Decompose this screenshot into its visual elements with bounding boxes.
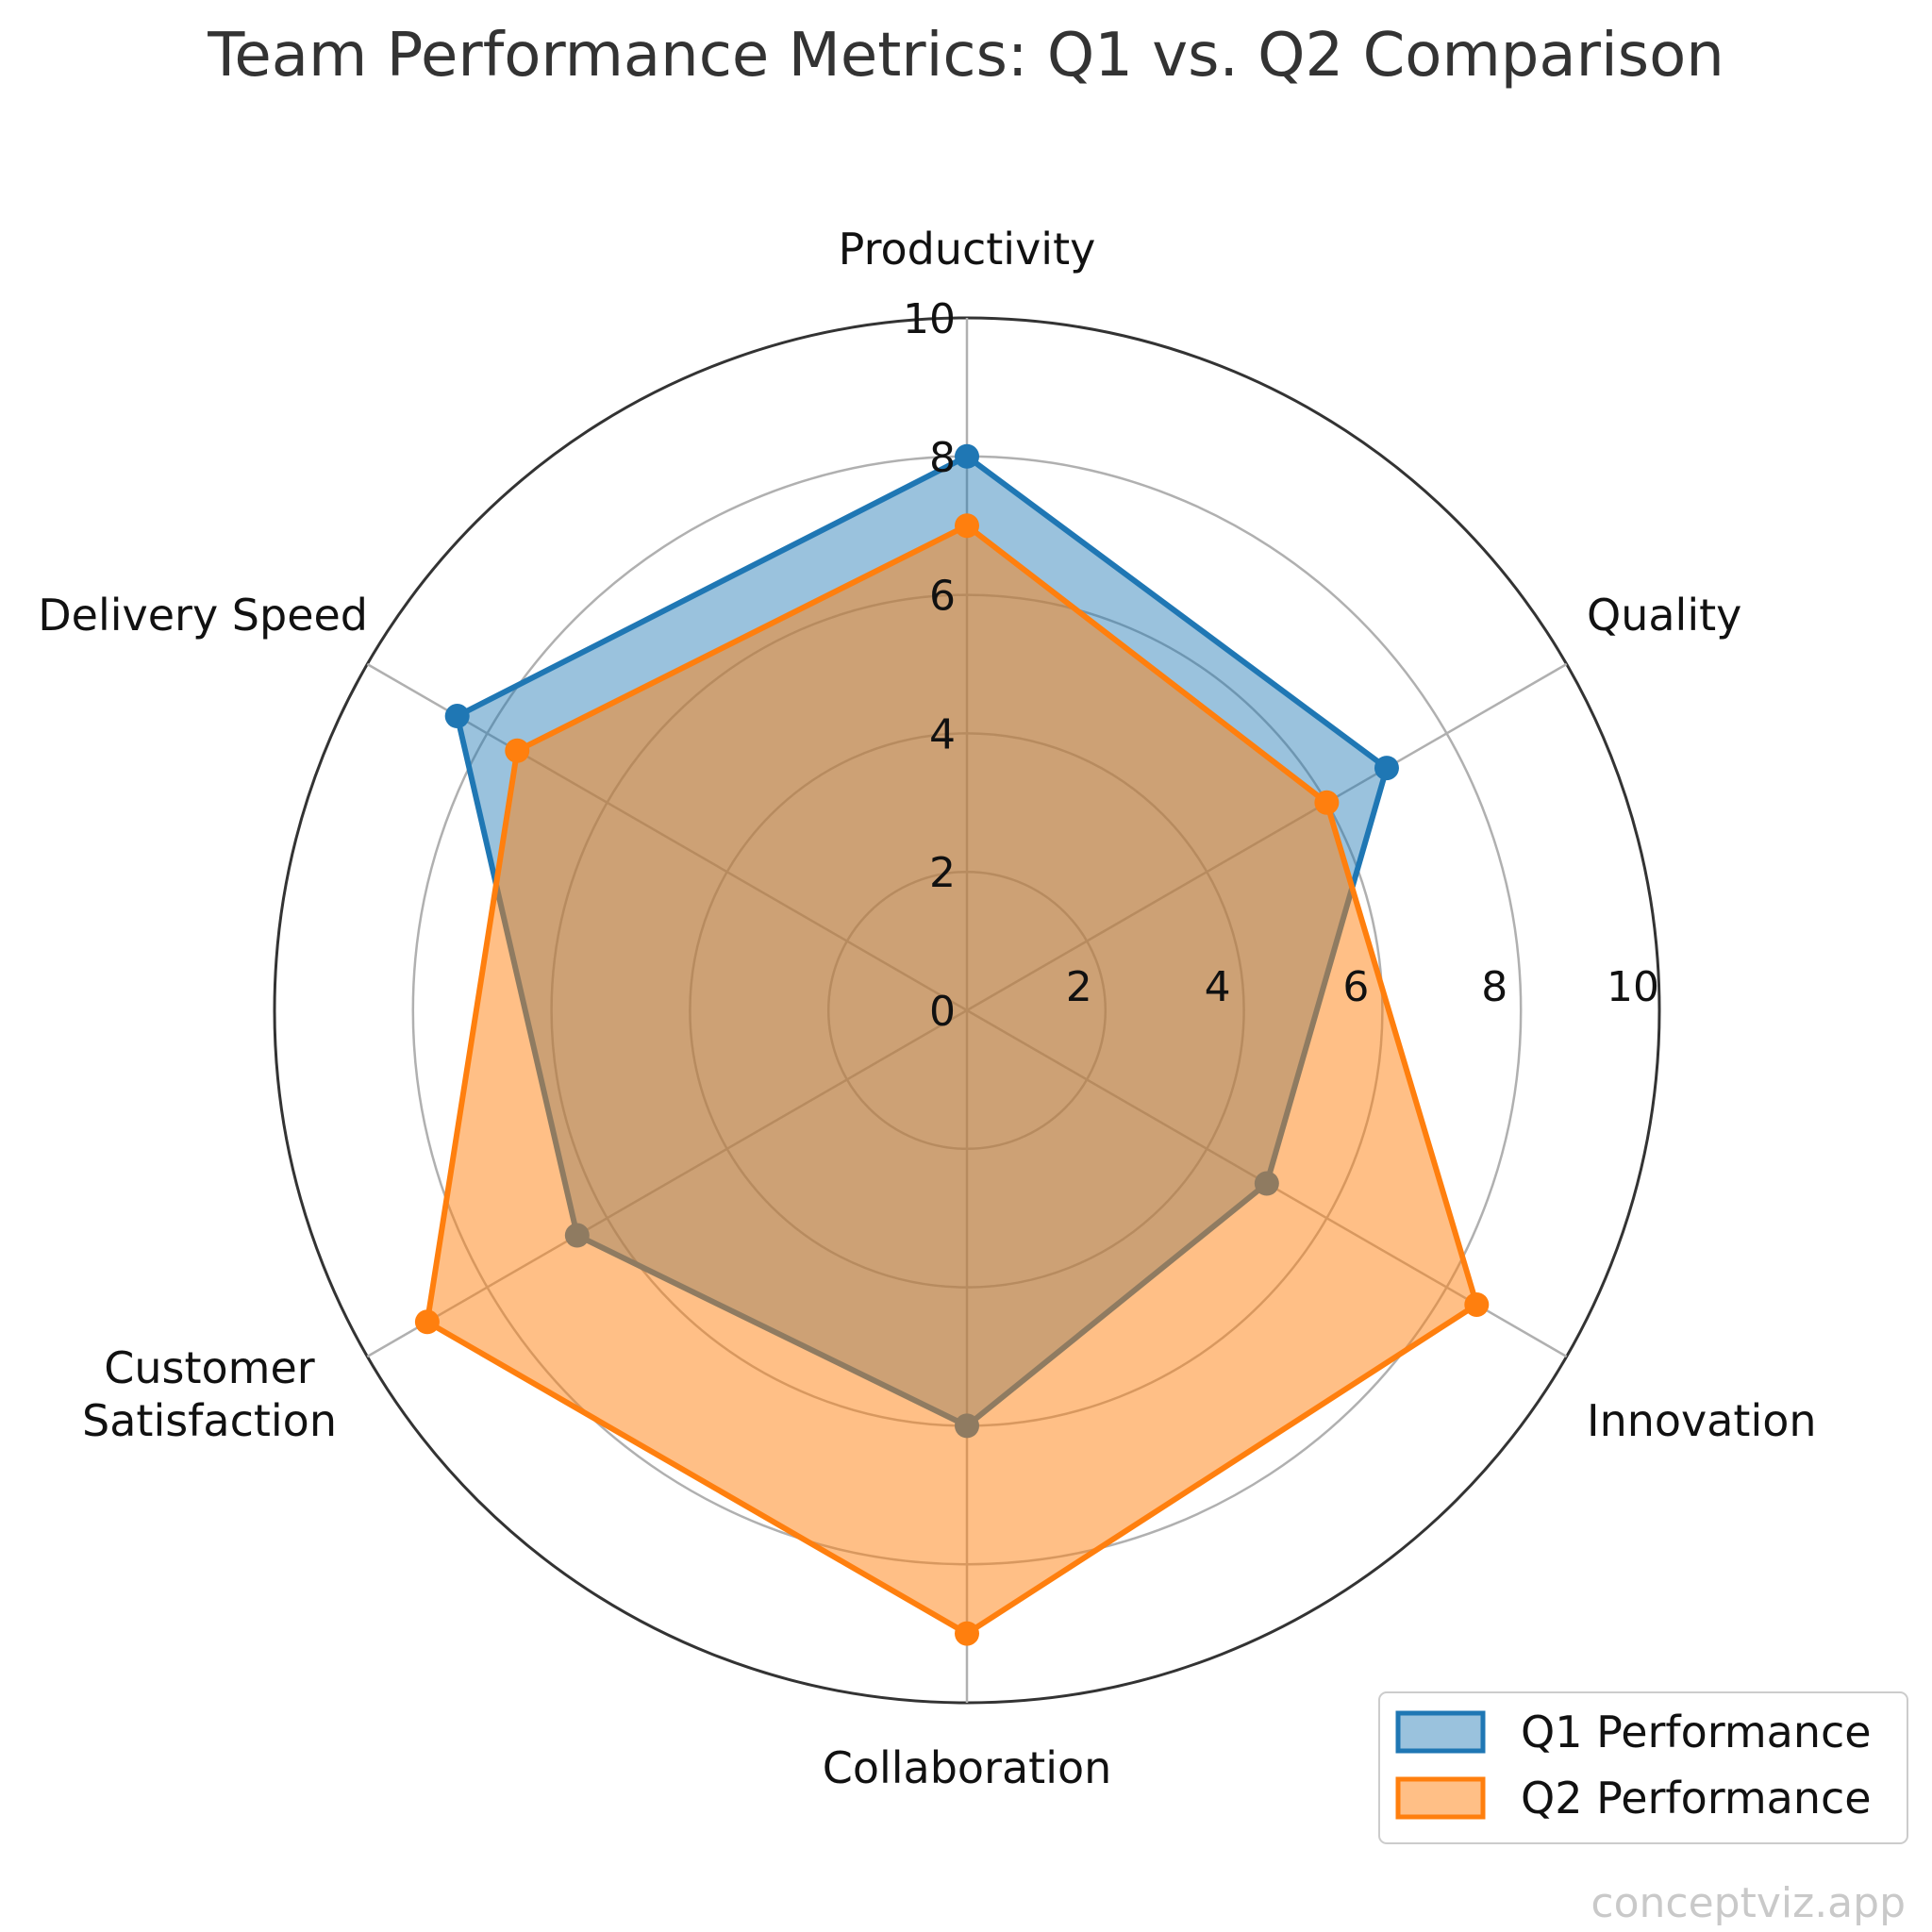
tick-label-vertical: 4: [929, 710, 956, 758]
category-label: Customer Satisfaction: [82, 1342, 337, 1446]
category-label-line: Innovation: [1587, 1395, 1817, 1446]
category-label: Quality: [1587, 590, 1741, 641]
category-label: Delivery Speed: [38, 590, 368, 641]
category-label-line: Quality: [1587, 590, 1741, 641]
legend-swatch-q1: [1395, 1710, 1486, 1754]
data-point: [1374, 756, 1399, 781]
legend-label-q1: Q1 Performance: [1521, 1707, 1872, 1757]
tick-label-vertical: 6: [929, 573, 956, 621]
tick-label-vertical: 2: [929, 849, 956, 897]
tick-label-horizontal: 6: [1342, 963, 1369, 1011]
data-point: [1464, 1291, 1490, 1317]
series-layer: [414, 443, 1490, 1646]
data-point: [414, 1309, 440, 1335]
data-point: [955, 1621, 979, 1646]
data-point: [1314, 790, 1340, 815]
category-labels: Productivity Quality Innovation Collaborati…: [38, 224, 1816, 1793]
watermark: conceptviz.app: [1591, 1879, 1906, 1927]
tick-label-horizontal: 4: [1205, 963, 1231, 1011]
legend-swatch-q2: [1395, 1776, 1486, 1820]
data-point: [955, 443, 979, 469]
data-point: [955, 513, 979, 539]
data-point: [505, 738, 530, 763]
radial-tick-labels: 0 2 2 4 4 6 6 8 8 10 10: [903, 295, 1659, 1036]
category-label-line: Customer: [104, 1342, 315, 1393]
category-label: Collaboration: [823, 1742, 1112, 1793]
tick-label-vertical: 0: [929, 988, 956, 1036]
legend-label-q2: Q2 Performance: [1521, 1773, 1872, 1824]
series-2: [414, 513, 1490, 1646]
category-label-line: Collaboration: [823, 1742, 1112, 1793]
legend: Q1 Performance Q2 Performance: [1378, 1691, 1908, 1844]
chart-title: Team Performance Metrics: Q1 vs. Q2 Comp…: [207, 21, 1724, 91]
series-area: [426, 525, 1477, 1634]
data-point: [444, 704, 470, 729]
tick-label-vertical: 8: [929, 434, 956, 482]
category-label-line: Delivery Speed: [38, 590, 368, 641]
category-label-line: Productivity: [839, 224, 1096, 275]
category-label-line: Satisfaction: [82, 1395, 337, 1446]
category-label: Productivity: [839, 224, 1096, 275]
tick-label-horizontal: 10: [1607, 963, 1659, 1011]
category-label: Innovation: [1587, 1395, 1817, 1446]
tick-label-vertical: 10: [903, 295, 956, 343]
tick-label-horizontal: 2: [1066, 963, 1092, 1011]
tick-label-horizontal: 8: [1481, 963, 1507, 1011]
